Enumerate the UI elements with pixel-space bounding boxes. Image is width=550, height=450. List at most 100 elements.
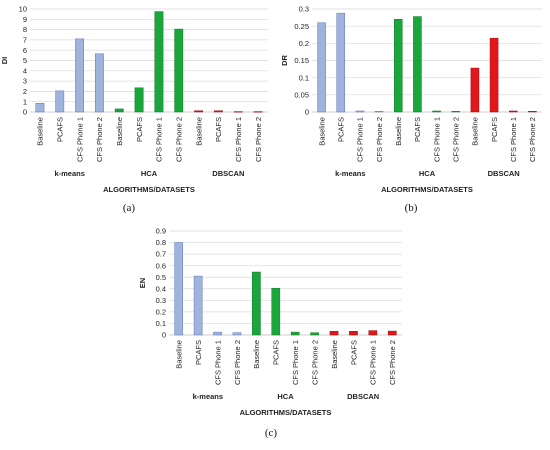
- category-label: PCAFS: [135, 117, 144, 142]
- y-tick-label: 9: [23, 15, 27, 24]
- bar-dbscan-2: [349, 331, 358, 336]
- group-label: DBSCAN: [347, 392, 379, 401]
- category-label: CFS Phone 1: [213, 340, 222, 385]
- category-label: PCAFS: [349, 340, 358, 365]
- category-label: CFS Phone 1: [155, 117, 164, 162]
- y-axis-label: EN: [138, 278, 147, 288]
- y-tick-label: 0.8: [156, 238, 166, 247]
- y-tick-label: 0.5: [156, 273, 166, 282]
- x-axis-label: ALGORITHMS/DATASETS: [103, 185, 195, 194]
- panel-label: (a): [123, 202, 136, 214]
- category-label: PCAFS: [272, 340, 281, 365]
- bar-dbscan-4: [253, 111, 263, 113]
- bar-dbscan-1: [194, 110, 203, 113]
- y-tick-label: 0.3: [299, 5, 309, 14]
- category-label: CFS Phone 1: [356, 117, 365, 162]
- category-label: PCAFS: [194, 340, 203, 365]
- bar-dbscan-3: [508, 110, 518, 113]
- y-tick-label: 0.2: [156, 307, 166, 316]
- category-label: Baseline: [471, 117, 480, 146]
- bar-k-means-3: [213, 331, 222, 336]
- category-label: CFS Phone 1: [509, 117, 518, 162]
- bar-dbscan-4: [528, 111, 537, 113]
- y-tick-label: 0.4: [156, 284, 166, 293]
- bar-hca-2: [134, 87, 144, 113]
- category-label: CFS Phone 2: [233, 340, 242, 385]
- bar-k-means-3: [75, 38, 84, 113]
- y-tick-label: 0.2: [299, 39, 309, 48]
- bar-k-means-1: [35, 102, 45, 113]
- bar-k-means-1: [174, 242, 184, 336]
- group-label: DBSCAN: [488, 169, 520, 178]
- bar-hca-1: [252, 271, 261, 336]
- y-tick-label: 0.3: [156, 296, 166, 305]
- y-tick-label: 0: [162, 331, 166, 340]
- category-label: Baseline: [330, 340, 339, 369]
- category-label: CFS Phone 1: [75, 117, 84, 162]
- bar-hca-2: [271, 287, 281, 336]
- y-tick-label: 8: [23, 25, 27, 34]
- bar-k-means-2: [193, 275, 203, 336]
- group-label: HCA: [419, 169, 436, 178]
- category-label: CFS Phone 2: [175, 117, 184, 162]
- group-label: k-means: [54, 169, 84, 178]
- y-tick-label: 0.25: [294, 22, 309, 31]
- bar-dbscan-3: [233, 111, 243, 113]
- category-label: CFS Phone 2: [388, 340, 397, 385]
- group-label: HCA: [277, 392, 294, 401]
- category-label: CFS Phone 1: [234, 117, 243, 162]
- bar-hca-3: [432, 110, 441, 113]
- y-tick-label: 0.05: [294, 90, 309, 99]
- y-tick-label: 5: [23, 56, 27, 65]
- group-label: k-means: [335, 169, 365, 178]
- bar-k-means-1: [317, 22, 326, 113]
- panel-label: (c): [265, 427, 278, 439]
- category-label: PCAFS: [490, 117, 499, 142]
- bar-dbscan-2: [489, 37, 499, 113]
- y-tick-label: 7: [23, 36, 27, 45]
- y-tick-label: 1: [23, 97, 27, 106]
- category-label: Baseline: [394, 117, 403, 146]
- bar-k-means-4: [95, 53, 104, 113]
- bar-dbscan-4: [387, 330, 397, 336]
- group-label: k-means: [193, 392, 223, 401]
- bar-k-means-2: [336, 12, 346, 113]
- bar-hca-1: [393, 19, 403, 113]
- bar-k-means-4: [232, 332, 242, 336]
- category-label: Baseline: [317, 117, 326, 146]
- bar-dbscan-1: [470, 67, 480, 113]
- bar-hca-1: [114, 108, 124, 113]
- y-tick-label: 0.15: [294, 56, 309, 65]
- bar-hca-4: [451, 111, 461, 113]
- category-label: Baseline: [115, 117, 124, 146]
- y-tick-label: 0: [23, 108, 27, 117]
- bar-dbscan-1: [329, 331, 339, 336]
- category-label: CFS Phone 2: [375, 117, 384, 162]
- y-tick-label: 0.6: [156, 261, 166, 270]
- category-label: Baseline: [252, 340, 261, 369]
- category-label: CFS Phone 2: [95, 117, 104, 162]
- y-axis-label: DI: [0, 57, 9, 65]
- bar-hca-2: [413, 16, 422, 113]
- bar-dbscan-3: [368, 330, 378, 336]
- chart-panel-c: 0 0.1 0.2 0.3 0.4 0.5 0.6 0.7 0.8 0.9 EN Baseline PC…: [138, 227, 402, 439]
- x-axis-label: ALGORITHMS/DATASETS: [381, 185, 473, 194]
- bar-dbscan-2: [214, 110, 223, 113]
- bar-k-means-2: [55, 90, 65, 113]
- category-label: PCAFS: [214, 117, 223, 142]
- bar-hca-3: [154, 11, 164, 113]
- category-label: CFS Phone 1: [291, 340, 300, 385]
- bar-hca-3: [290, 331, 300, 336]
- y-tick-label: 3: [23, 77, 27, 86]
- category-label: CFS Phone 2: [452, 117, 461, 162]
- y-tick-label: 0: [305, 108, 309, 117]
- category-label: Baseline: [194, 117, 203, 146]
- y-tick-label: 10: [19, 5, 27, 14]
- x-axis-label: ALGORITHMS/DATASETS: [240, 408, 332, 417]
- y-tick-label: 0.7: [156, 250, 166, 259]
- panel-label: (b): [405, 202, 418, 214]
- y-tick-label: 2: [23, 87, 27, 96]
- category-label: CFS Phone 1: [369, 340, 378, 385]
